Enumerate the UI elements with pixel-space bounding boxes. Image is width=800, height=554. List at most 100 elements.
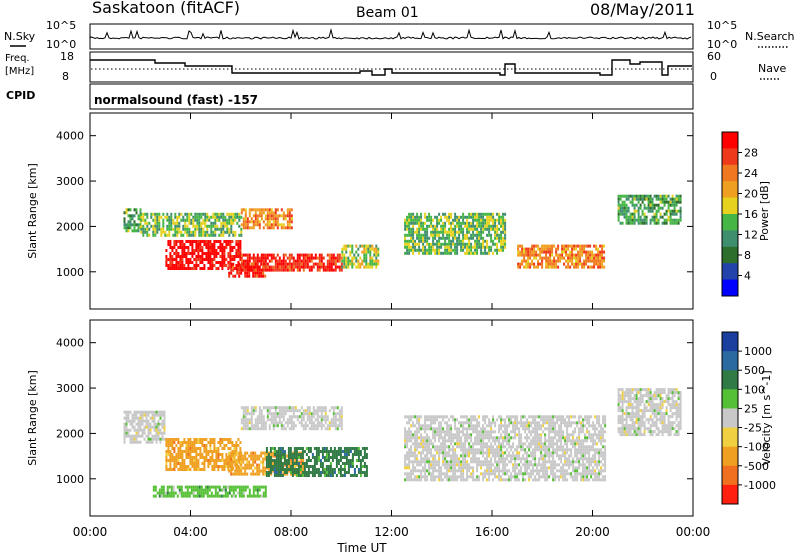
heatmap-cell [508, 439, 511, 443]
heatmap-cell [587, 244, 590, 248]
heatmap-cell [544, 415, 547, 419]
heatmap-cell [264, 274, 267, 278]
heatmap-cell [420, 427, 423, 431]
heatmap-cell [269, 465, 272, 468]
heatmap-cell [332, 259, 335, 263]
heatmap-cell [420, 239, 423, 243]
heatmap-cell [438, 239, 441, 243]
heatmap-cell [260, 214, 263, 218]
heatmap-cell [250, 427, 253, 431]
heatmap-cell [635, 197, 638, 201]
heatmap-cell [375, 250, 378, 254]
heatmap-cell [462, 415, 465, 419]
heatmap-cell [322, 415, 325, 419]
heatmap-cell [522, 421, 525, 425]
heatmap-cell [264, 466, 267, 470]
heatmap-cell [560, 436, 563, 440]
heatmap-cell [248, 211, 251, 215]
heatmap-cell [334, 427, 337, 431]
heatmap-cell [335, 456, 338, 459]
heatmap-cell [540, 448, 543, 452]
heatmap-cell [262, 256, 265, 260]
heatmap-cell [406, 466, 409, 470]
heatmap-cell [332, 253, 335, 257]
heatmap-cell [149, 416, 152, 420]
heatmap-cell [410, 433, 413, 437]
heatmap-cell [275, 453, 278, 456]
heatmap-cell [201, 453, 204, 456]
heatmap-cell [408, 478, 411, 482]
heatmap-cell [141, 416, 144, 420]
heatmap-cell [518, 439, 521, 443]
heatmap-cell [205, 438, 208, 441]
heatmap-cell [506, 430, 509, 434]
heatmap-cell [248, 253, 251, 257]
heatmap-cell [280, 427, 283, 431]
heatmap-cell [377, 247, 380, 251]
heatmap-cell [517, 262, 520, 266]
heatmap-cell [494, 248, 497, 252]
heatmap-cell [189, 258, 192, 261]
heatmap-cell [229, 258, 232, 261]
heatmap-cell [436, 239, 439, 243]
heatmap-cell [307, 456, 310, 459]
heatmap-cell [167, 459, 170, 462]
heatmap-cell [550, 451, 553, 455]
heatmap-cell [274, 220, 277, 224]
heatmap-cell [202, 218, 205, 222]
heatmap-cell [333, 471, 336, 474]
heatmap-cell [460, 215, 463, 219]
heatmap-cell [202, 233, 205, 237]
heatmap-cell [673, 212, 676, 216]
heatmap-cell [229, 249, 232, 252]
heatmap-cell [361, 447, 364, 450]
heatmap-cell [458, 460, 461, 464]
heatmap-cell [240, 454, 243, 458]
heatmap-cell [183, 255, 186, 258]
heatmap-cell [252, 265, 255, 269]
heatmap-cell [675, 209, 678, 213]
heatmap-cell [305, 474, 308, 477]
heatmap-cell [470, 221, 473, 225]
heatmap-cell [625, 221, 628, 225]
heatmap-cell [416, 221, 419, 225]
heatmap-cell [173, 462, 176, 465]
heatmap-cell [181, 255, 184, 258]
heatmap-cell [246, 259, 249, 263]
heatmap-cell [498, 445, 501, 449]
heatmap-cell [260, 412, 263, 416]
heatmap-cell [404, 251, 407, 255]
heatmap-cell [228, 212, 231, 216]
heatmap-cell [456, 427, 459, 431]
heatmap-cell [305, 453, 308, 456]
heatmap-cell [266, 466, 269, 470]
heatmap-cell [222, 221, 225, 225]
heatmap-cell [528, 478, 531, 482]
heatmap-cell [203, 456, 206, 459]
heatmap-cell [552, 415, 555, 419]
heatmap-cell [276, 220, 279, 224]
heatmap-cell [207, 441, 210, 444]
heatmap-cell [225, 438, 228, 441]
heatmap-cell [308, 409, 311, 413]
heatmap-cell [365, 474, 368, 477]
heatmap-cell [274, 265, 277, 269]
heatmap-cell [480, 448, 483, 452]
heatmap-cell [540, 466, 543, 470]
heatmap-cell [516, 418, 519, 422]
heatmap-cell [123, 425, 126, 429]
heatmap-cell [254, 454, 257, 458]
heatmap-cell [484, 421, 487, 425]
heatmap-cell [442, 445, 445, 449]
heatmap-cell [146, 230, 149, 234]
heatmap-cell [276, 259, 279, 263]
heatmap-cell [165, 459, 168, 462]
heatmap-cell [334, 415, 337, 419]
heatmap-cell [284, 265, 287, 269]
heatmap-cell [270, 265, 273, 269]
heatmap-cell [217, 465, 220, 468]
heatmap-cell [512, 469, 515, 473]
heatmap-cell [528, 460, 531, 464]
heatmap-cell [371, 259, 374, 263]
heatmap-cell [490, 245, 493, 249]
